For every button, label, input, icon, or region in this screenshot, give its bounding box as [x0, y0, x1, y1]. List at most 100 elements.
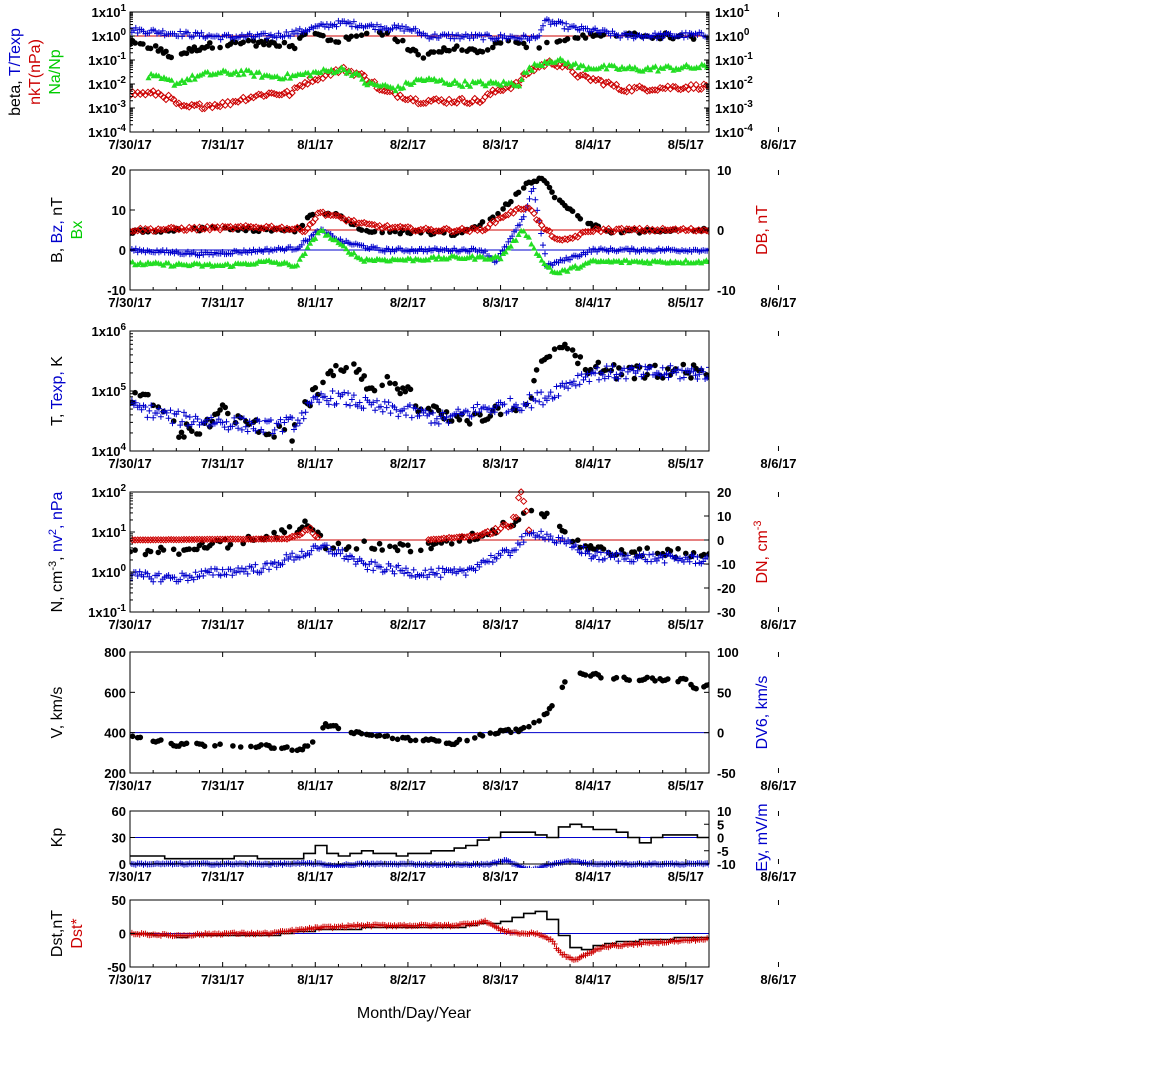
- data-point: [278, 90, 286, 99]
- data-point: [447, 811, 453, 817]
- data-point: [655, 68, 661, 74]
- data-point: [648, 558, 655, 565]
- data-point: [498, 82, 505, 88]
- x-tick-label: 8/1/17: [297, 617, 333, 632]
- data-point: [577, 264, 584, 270]
- data-point: [402, 388, 409, 395]
- data-point: [582, 35, 589, 41]
- data-point: [420, 572, 427, 579]
- data-point: [361, 538, 368, 544]
- x-tick-label: 8/1/17: [297, 869, 333, 884]
- data-point: [538, 230, 545, 237]
- data-point: [320, 227, 326, 233]
- data-point: [291, 557, 297, 563]
- series-group: [130, 16, 709, 113]
- data-point: [607, 32, 614, 39]
- data-point: [132, 399, 139, 406]
- data-point: [296, 256, 303, 262]
- data-point: [419, 99, 428, 108]
- data-point: [218, 222, 227, 231]
- data-point: [281, 811, 287, 817]
- data-point: [530, 529, 537, 536]
- data-point: [336, 67, 342, 73]
- data-point: [272, 809, 278, 815]
- data-point: [294, 417, 301, 424]
- data-point: [286, 524, 293, 530]
- data-point: [377, 564, 384, 571]
- data-point: [308, 399, 315, 406]
- data-point: [577, 354, 584, 360]
- data-point: [393, 406, 400, 413]
- data-point: [564, 36, 571, 42]
- data-point: [291, 422, 298, 428]
- data-point: [206, 569, 213, 576]
- data-point: [627, 805, 633, 811]
- y-axis-label-right: DN, cm-3: [752, 520, 771, 583]
- data-point: [615, 375, 622, 382]
- data-point: [586, 550, 593, 557]
- data-point: [694, 85, 703, 94]
- data-point: [603, 363, 610, 370]
- data-point: [210, 572, 216, 578]
- data-point: [271, 529, 277, 536]
- data-point: [598, 63, 605, 70]
- data-point: [431, 31, 438, 38]
- data-point: [691, 819, 697, 825]
- data-point: [364, 566, 371, 573]
- data-point: [216, 535, 224, 543]
- data-point: [144, 570, 151, 577]
- data-point: [206, 811, 212, 817]
- data-point: [381, 248, 388, 255]
- data-point: [332, 211, 340, 220]
- data-point: [256, 809, 262, 815]
- data-point: [144, 225, 152, 234]
- data-point: [388, 223, 397, 232]
- data-point: [438, 256, 445, 262]
- data-point: [177, 422, 184, 429]
- data-point: [373, 222, 381, 231]
- data-point: [531, 245, 537, 251]
- data-point: [493, 555, 500, 562]
- data-point: [694, 376, 701, 382]
- data-point: [221, 535, 229, 543]
- data-point: [473, 802, 479, 808]
- data-point: [479, 49, 486, 55]
- data-point: [418, 406, 425, 413]
- data-point: [190, 33, 197, 40]
- data-point: [157, 413, 164, 420]
- data-point: [315, 391, 321, 398]
- data-point: [639, 68, 646, 74]
- data-point: [132, 245, 139, 252]
- data-point: [578, 371, 585, 378]
- data-point: [271, 559, 278, 566]
- data-point: [438, 811, 444, 817]
- data-point: [325, 231, 332, 238]
- data-point: [605, 373, 612, 380]
- data-point: [314, 76, 322, 84]
- x-tick-label: 8/6/17: [760, 617, 796, 632]
- data-point: [229, 225, 237, 233]
- data-point: [320, 379, 326, 386]
- data-point: [667, 64, 674, 71]
- data-point: [193, 101, 201, 109]
- data-point: [200, 813, 206, 819]
- data-point: [518, 533, 525, 540]
- data-point: [626, 63, 633, 69]
- data-point: [644, 545, 650, 551]
- data-point: [546, 353, 553, 360]
- data-point: [251, 811, 257, 817]
- data-point: [503, 804, 509, 810]
- data-point: [178, 429, 185, 436]
- data-point: [144, 811, 150, 817]
- data-point: [340, 242, 347, 249]
- data-point: [594, 548, 601, 555]
- data-point: [690, 550, 697, 556]
- data-point: [480, 36, 487, 43]
- data-point: [154, 812, 160, 818]
- data-point: [559, 795, 565, 801]
- data-point: [219, 566, 226, 573]
- data-point: [146, 536, 155, 544]
- data-point: [358, 227, 365, 233]
- data-point: [562, 60, 569, 67]
